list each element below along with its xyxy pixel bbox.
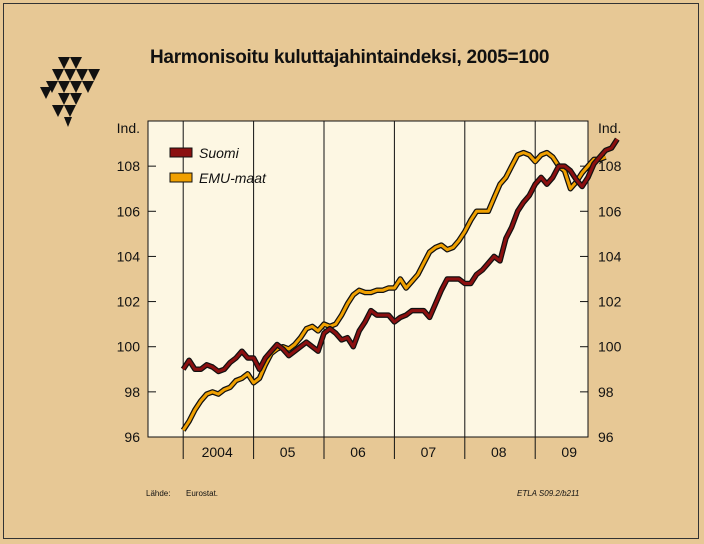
- x-tick-label: 08: [491, 444, 507, 460]
- y-tick-label-right: 96: [598, 429, 614, 445]
- y-tick-label-right: 108: [598, 158, 622, 174]
- etla-logo-icon: [40, 57, 100, 127]
- y-tick-label-left: 100: [117, 339, 141, 355]
- y-axis-label-right: Ind.: [598, 120, 621, 136]
- x-tick-label: 2004: [202, 444, 233, 460]
- legend-swatch: [169, 172, 193, 183]
- series-line-suomi: [181, 138, 619, 373]
- y-tick-label-left: 106: [117, 203, 141, 219]
- legend-label: Suomi: [199, 145, 240, 161]
- source-value: Eurostat.: [186, 489, 219, 498]
- x-tick-label: 06: [350, 444, 366, 460]
- y-tick-label-left: 98: [124, 384, 140, 400]
- x-tick-label: 05: [280, 444, 296, 460]
- y-tick-label-left: 102: [117, 294, 141, 310]
- y-axis-label-left: Ind.: [117, 120, 140, 136]
- legend-swatch: [169, 147, 193, 158]
- plot-area: [147, 120, 589, 438]
- y-tick-label-right: 102: [598, 294, 622, 310]
- series-line-emu: [181, 151, 607, 432]
- y-tick-label-left: 108: [117, 158, 141, 174]
- source-label: Lähde:: [146, 489, 171, 498]
- y-tick-label-right: 106: [598, 203, 622, 219]
- figure-code: ETLA S09.2/b211: [517, 489, 580, 498]
- y-tick-label-right: 104: [598, 248, 622, 264]
- x-tick-label: 09: [561, 444, 577, 460]
- y-tick-label-left: 104: [117, 248, 141, 264]
- chart-frame: [3, 3, 699, 539]
- y-tick-label-right: 98: [598, 384, 614, 400]
- y-tick-label-right: 100: [598, 339, 622, 355]
- y-tick-label-left: 96: [124, 429, 140, 445]
- x-tick-label: 07: [421, 444, 437, 460]
- legend-label: EMU-maat: [199, 170, 267, 186]
- chart-title: Harmonisoitu kuluttajahintaindeksi, 2005…: [150, 47, 550, 68]
